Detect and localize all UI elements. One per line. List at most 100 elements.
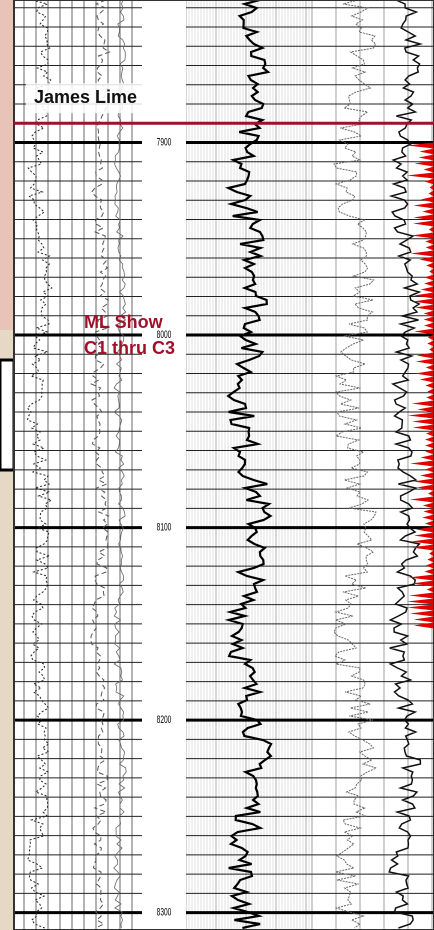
show-fill [412,298,434,305]
depth-track [142,0,186,930]
show-fill [415,358,434,365]
show-fill [413,616,434,623]
log-curve [113,0,127,929]
depth-label: 8000 [157,328,172,340]
show-fill [419,148,434,155]
show-fill [425,364,434,371]
show-fill [429,184,434,191]
show-fill [417,406,434,413]
map-box [0,358,16,472]
show-fill [428,226,434,233]
show-fill [424,568,434,575]
show-fill [419,256,434,263]
show-fill [424,280,434,287]
show-fill [424,274,434,281]
show-fill [418,154,434,161]
show-fill [425,238,434,245]
show-fill [427,340,434,347]
log-paper [14,0,434,930]
depth-label: 8200 [157,713,172,725]
show-fill [406,598,434,605]
show-fill [429,346,434,353]
show-fill [426,394,434,401]
frame [13,0,434,930]
show-fill [427,556,434,563]
annotation: C1 thru C3 [84,338,175,358]
show-fill [413,202,434,209]
show-fill [415,526,434,533]
show-fill [425,520,434,527]
label-background [26,83,186,114]
show-fill [428,490,434,497]
show-fill [415,304,434,311]
show-fill [425,442,434,449]
show-fill [411,580,434,587]
annotation: ML Show [84,312,164,332]
show-fill [409,610,434,617]
show-fill [412,220,434,227]
show-fill [424,322,434,329]
show-fill [414,328,434,335]
show-fill [423,310,434,317]
depth-label: 8100 [157,521,172,533]
show-fill [422,514,434,521]
depth-label: 7900 [157,136,172,148]
show-fill [414,370,434,377]
show-fill [424,178,434,185]
show-fill [410,250,434,257]
show-fill [410,460,434,467]
show-fill [426,262,434,269]
log-curve [26,0,53,929]
show-fill [423,316,434,323]
show-fill [411,400,434,407]
show-fill [416,484,434,491]
show-fill [413,292,434,299]
show-fill [419,376,434,383]
show-fill [425,448,434,455]
show-fill [426,586,434,593]
show-fill [425,382,434,389]
show-fill [414,160,434,167]
curves [26,0,434,930]
show-fill [422,208,434,215]
show-fill [427,334,434,341]
show-fill [411,544,434,551]
show-fill [413,478,434,485]
show-fill [414,532,434,539]
show-fill [420,472,434,479]
show-fill [408,592,434,599]
show-fill [420,196,434,203]
show-fill [429,268,434,275]
show-fill [427,388,434,395]
show-fill [407,412,434,419]
log-curve [90,0,111,929]
show-fill [420,454,434,461]
show-fill [425,430,434,437]
show-fill [425,244,434,251]
show-fill [406,142,434,149]
show-fill [429,550,434,557]
grid: 7900 8000 8100 8200 8300 [14,0,434,930]
show-fill [409,496,434,503]
depth-label: 8300 [157,906,172,918]
show-fill [413,622,434,629]
show-fill [428,190,434,197]
log-curve [224,0,273,930]
show-fill [420,286,434,293]
log-curve [388,0,424,929]
show-fill [406,172,434,179]
formation-name: James Lime [34,87,137,107]
show-fill [416,352,434,359]
show-fill [423,508,434,515]
show-fill [412,424,434,431]
show-fill [422,502,434,509]
show-fill [410,538,434,545]
show-fill [425,562,434,569]
show-fill [425,466,434,473]
show-fill [413,214,434,221]
show-fill [411,232,434,239]
show-fill [406,604,434,611]
show-fill [424,436,434,443]
